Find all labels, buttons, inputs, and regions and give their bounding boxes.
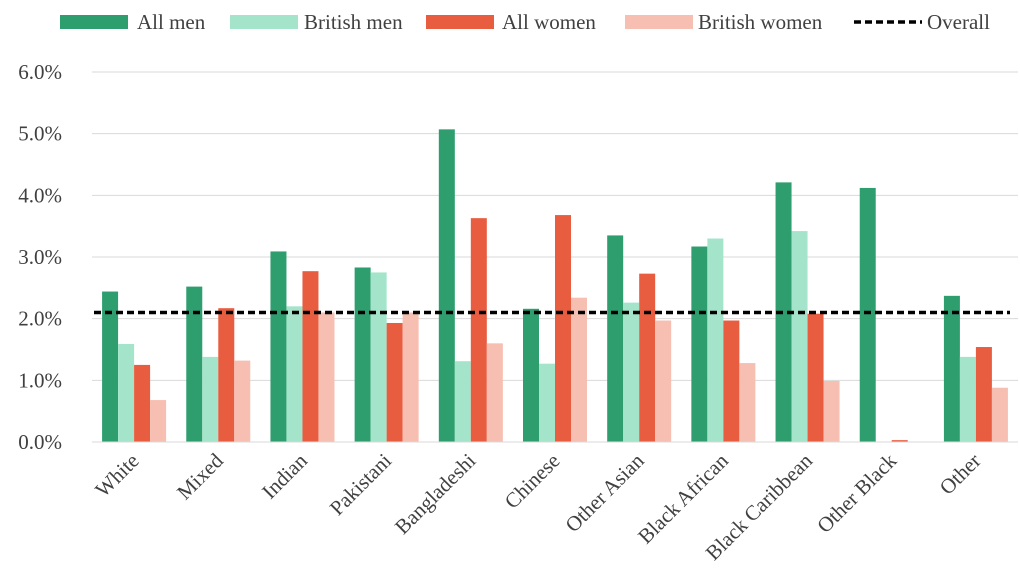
bar <box>623 302 640 442</box>
bar <box>486 343 503 442</box>
legend-swatch <box>426 15 494 29</box>
y-tick-label: 2.0% <box>18 307 62 331</box>
y-tick-label: 4.0% <box>18 183 62 207</box>
bar <box>286 306 303 442</box>
legend-label: Overall <box>927 10 990 34</box>
bar <box>555 215 571 442</box>
bar <box>302 271 319 442</box>
bar <box>723 320 740 442</box>
bar <box>218 308 235 442</box>
y-tick-label: 3.0% <box>18 245 62 269</box>
y-tick-label: 0.0% <box>18 430 62 454</box>
bar <box>134 364 151 442</box>
bar <box>354 267 371 442</box>
bar <box>739 363 756 442</box>
bar <box>959 356 976 442</box>
bar <box>571 297 587 442</box>
bar <box>150 400 167 442</box>
bar <box>707 238 724 442</box>
bars <box>102 129 1008 442</box>
bar <box>318 312 335 442</box>
bar <box>118 343 135 442</box>
x-tick-label: Chinese <box>500 449 565 514</box>
legend-swatch <box>230 15 298 29</box>
bar <box>402 312 419 442</box>
bar <box>807 313 824 442</box>
bar <box>386 322 403 442</box>
x-tick-label: Bangladeshi <box>390 448 480 538</box>
bar <box>975 347 992 442</box>
legend-label: British men <box>304 10 403 34</box>
bar <box>891 440 908 442</box>
bar <box>607 235 624 442</box>
bar <box>859 187 876 442</box>
bar <box>234 360 251 442</box>
y-tick-label: 5.0% <box>18 122 62 146</box>
x-tick-label: Mixed <box>172 448 228 504</box>
x-tick-label: White <box>90 449 143 502</box>
bar <box>991 387 1008 442</box>
legend-swatch <box>625 15 693 29</box>
bar <box>370 272 387 442</box>
x-tick-label: Pakistani <box>325 448 397 520</box>
legend-label: All women <box>502 10 596 34</box>
y-tick-label: 6.0% <box>18 60 62 84</box>
bar <box>943 295 960 442</box>
bar <box>102 291 119 442</box>
bar <box>823 380 840 442</box>
x-tick-label: Other Black <box>812 448 901 537</box>
x-tick-label: Other Asian <box>560 448 649 537</box>
legend: All men British men All women British women… <box>60 10 990 34</box>
bar <box>791 231 808 442</box>
bar <box>438 129 455 442</box>
bar <box>691 246 708 442</box>
y-axis-ticks: 0.0% 1.0% 2.0% 3.0% 4.0% 5.0% 6.0% <box>18 60 62 454</box>
legend-swatch <box>60 15 128 29</box>
y-tick-label: 1.0% <box>18 368 62 392</box>
bar <box>655 320 672 442</box>
bar <box>202 356 219 442</box>
bar <box>454 361 471 442</box>
bar <box>775 182 792 442</box>
bar <box>270 251 287 442</box>
legend-label: All men <box>137 10 206 34</box>
bar <box>639 273 656 442</box>
bar <box>539 363 555 442</box>
bar <box>186 286 203 442</box>
x-tick-label: Indian <box>257 448 312 503</box>
bar <box>470 218 487 442</box>
x-tick-label: Other <box>935 449 986 500</box>
bar <box>523 308 539 442</box>
legend-label: British women <box>698 10 823 34</box>
